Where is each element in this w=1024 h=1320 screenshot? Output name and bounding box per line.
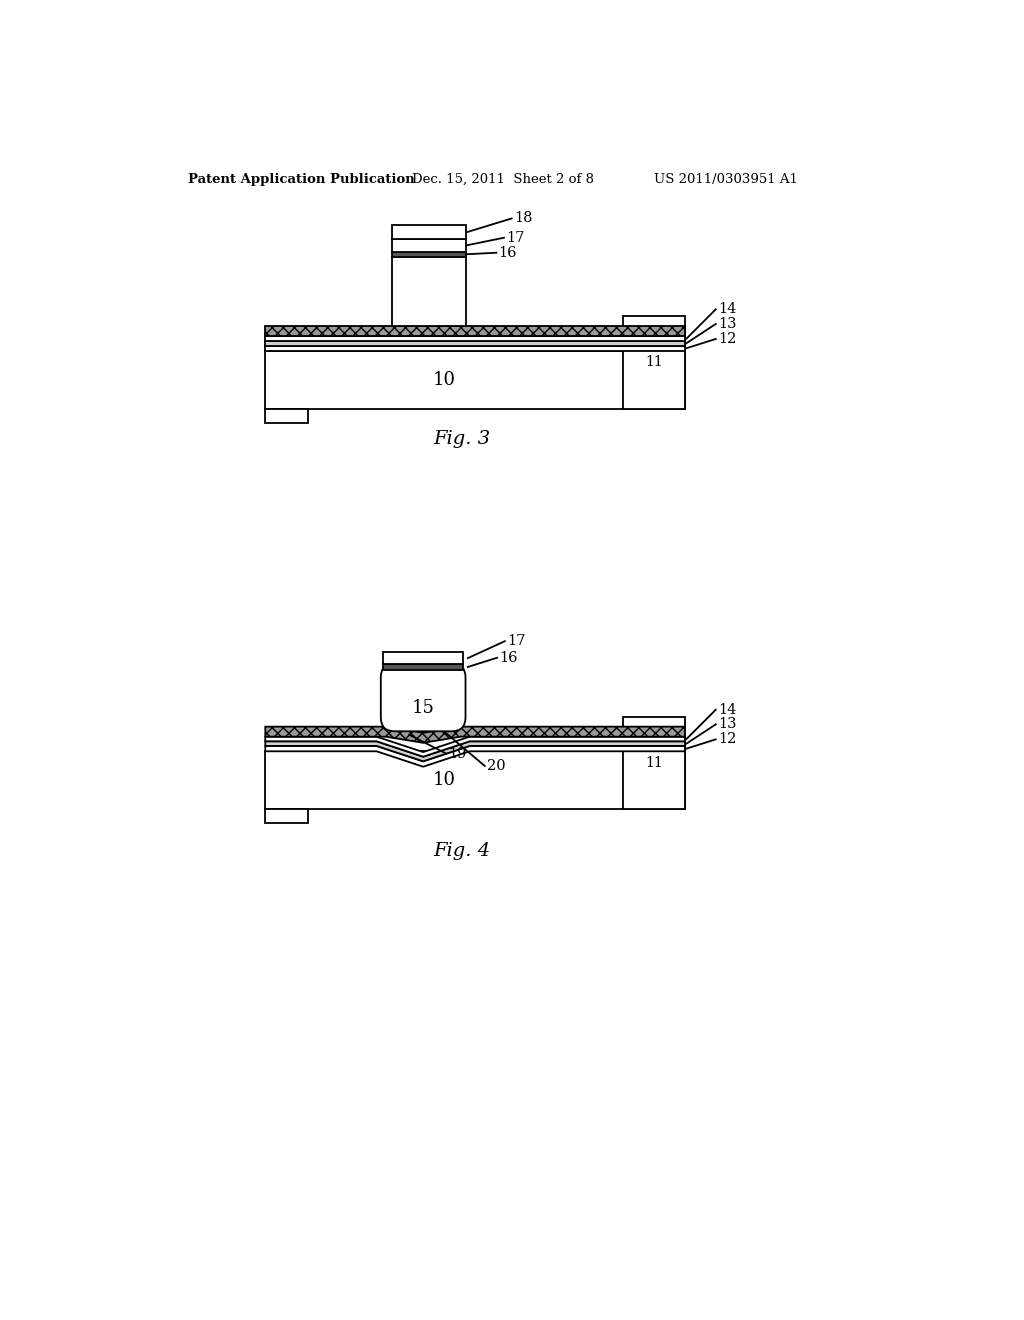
Bar xyxy=(265,751,685,809)
Bar xyxy=(392,226,466,239)
Text: 12: 12 xyxy=(718,733,736,746)
Bar xyxy=(265,326,685,337)
Polygon shape xyxy=(265,742,685,762)
Text: 11: 11 xyxy=(645,355,663,370)
FancyBboxPatch shape xyxy=(381,664,466,731)
Bar xyxy=(265,351,685,409)
Bar xyxy=(265,337,685,341)
Text: 11: 11 xyxy=(645,756,663,770)
Bar xyxy=(265,341,685,346)
Text: 15: 15 xyxy=(412,698,434,717)
Text: 12: 12 xyxy=(718,331,736,346)
Text: Fig. 3: Fig. 3 xyxy=(433,430,490,449)
Text: 14: 14 xyxy=(718,302,736,317)
Text: 19: 19 xyxy=(449,747,467,760)
Text: 13: 13 xyxy=(718,317,736,331)
Text: Fig. 4: Fig. 4 xyxy=(433,842,490,861)
Text: 10: 10 xyxy=(433,771,456,789)
Bar xyxy=(383,652,463,664)
Bar xyxy=(624,317,685,409)
Bar xyxy=(383,664,463,669)
Bar xyxy=(265,346,685,351)
Text: 17: 17 xyxy=(506,231,524,244)
Bar xyxy=(265,409,307,422)
Bar xyxy=(624,717,685,809)
Text: 17: 17 xyxy=(507,634,525,648)
Text: 10: 10 xyxy=(433,371,456,389)
Polygon shape xyxy=(265,737,685,756)
Text: Patent Application Publication: Patent Application Publication xyxy=(188,173,415,186)
Text: 16: 16 xyxy=(499,246,517,260)
Text: 13: 13 xyxy=(718,717,736,731)
Text: 20: 20 xyxy=(487,759,506,774)
Bar xyxy=(392,257,466,326)
Bar xyxy=(392,239,466,252)
Text: 16: 16 xyxy=(500,651,518,665)
Bar xyxy=(392,252,466,257)
Text: US 2011/0303951 A1: US 2011/0303951 A1 xyxy=(654,173,798,186)
Text: 15: 15 xyxy=(418,290,440,309)
Text: Dec. 15, 2011  Sheet 2 of 8: Dec. 15, 2011 Sheet 2 of 8 xyxy=(412,173,594,186)
Text: 18: 18 xyxy=(514,211,532,226)
Polygon shape xyxy=(265,726,685,743)
Polygon shape xyxy=(265,746,685,767)
Bar xyxy=(265,809,307,822)
Text: 14: 14 xyxy=(718,702,736,717)
